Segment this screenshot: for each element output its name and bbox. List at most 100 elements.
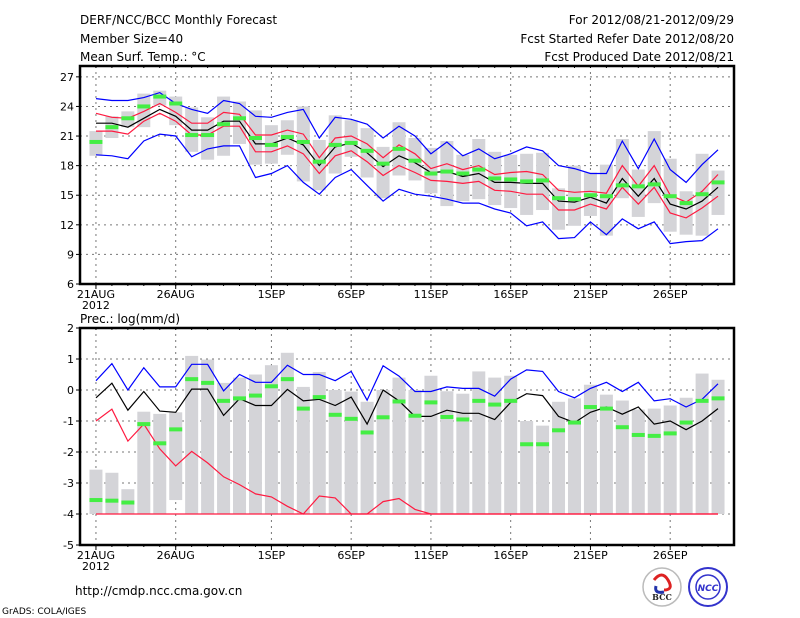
x-tick-label: 21AUG xyxy=(77,288,115,301)
grads-credit: GrADS: COLA/IGES xyxy=(2,607,86,617)
green-marker xyxy=(217,122,231,127)
green-marker xyxy=(424,400,438,405)
website-url[interactable]: http://cmdp.ncc.cma.gov.cn xyxy=(75,584,242,598)
green-marker xyxy=(599,194,613,199)
series-line-mean xyxy=(96,108,719,210)
range-bar xyxy=(328,390,342,514)
x-tick-label: 26AUG xyxy=(157,549,195,562)
green-marker xyxy=(408,413,422,418)
range-bar xyxy=(615,400,629,514)
green-marker xyxy=(185,133,199,138)
x-tick-label: 21SEP xyxy=(573,288,608,301)
green-marker xyxy=(392,399,406,404)
green-marker xyxy=(248,393,262,398)
x-tick-label: 11SEP xyxy=(414,288,449,301)
y-tick-label: 21 xyxy=(60,130,74,143)
range-bar xyxy=(312,372,326,514)
range-bar xyxy=(456,154,470,202)
range-bar xyxy=(520,153,534,215)
range-bar xyxy=(679,191,693,235)
x-tick-label: 21SEP xyxy=(573,549,608,562)
range-bar xyxy=(201,359,215,514)
green-marker xyxy=(264,142,278,147)
range-bar xyxy=(440,391,454,514)
green-marker xyxy=(201,133,215,138)
green-marker xyxy=(408,158,422,163)
y-tick-label: 2 xyxy=(67,322,74,335)
x-tick-label: 16SEP xyxy=(493,549,528,562)
green-marker xyxy=(679,201,693,206)
green-marker xyxy=(536,178,550,183)
green-marker xyxy=(217,398,231,403)
green-marker xyxy=(631,432,645,437)
range-bar xyxy=(424,147,438,194)
chart-title: DERF/NCC/BCC Monthly Forecast xyxy=(80,13,277,27)
green-marker xyxy=(647,182,661,187)
x-tick-label: 6SEP xyxy=(337,549,365,562)
green-marker xyxy=(376,161,390,166)
range-bar xyxy=(567,398,581,514)
x-tick-label: 11SEP xyxy=(414,549,449,562)
green-marker xyxy=(440,169,454,174)
range-bar xyxy=(631,409,645,514)
green-marker xyxy=(233,116,247,121)
range-bar xyxy=(344,391,358,514)
green-marker xyxy=(663,194,677,199)
range-bar xyxy=(280,352,294,514)
green-marker xyxy=(472,167,486,172)
y-tick-label: 6 xyxy=(67,278,74,291)
x-tick-label: 1SEP xyxy=(258,288,286,301)
green-marker xyxy=(185,377,199,382)
variable-label: Mean Surf. Temp.: °C xyxy=(80,50,206,64)
member-size: Member Size=40 xyxy=(80,32,183,46)
green-marker xyxy=(663,431,677,436)
series-line-max xyxy=(95,362,719,408)
range-bar xyxy=(552,188,566,230)
x-tick-label: 26AUG xyxy=(157,288,195,301)
green-marker xyxy=(520,442,534,447)
green-marker xyxy=(344,416,358,421)
green-marker xyxy=(472,398,486,403)
range-bar xyxy=(488,377,502,514)
y-tick-label: 9 xyxy=(67,248,74,261)
green-marker xyxy=(695,398,709,403)
x-tick-label: 26SEP xyxy=(653,288,688,301)
y-tick-label: 15 xyxy=(60,189,74,202)
range-bar xyxy=(695,373,709,514)
range-bar xyxy=(536,425,550,514)
green-marker xyxy=(631,184,645,189)
precip-panel-title: Prec.: log(mm/d) xyxy=(80,312,180,326)
x-tick-label: 16SEP xyxy=(493,288,528,301)
green-marker xyxy=(695,192,709,197)
green-marker xyxy=(201,380,215,385)
green-marker xyxy=(248,136,262,141)
y-tick-label: 0 xyxy=(67,384,74,397)
range-bar xyxy=(344,120,358,157)
range-bar xyxy=(296,386,310,514)
green-marker xyxy=(137,104,151,109)
green-marker xyxy=(105,125,119,130)
range-bar xyxy=(233,377,247,514)
green-marker xyxy=(105,498,119,503)
green-marker xyxy=(456,171,470,176)
green-marker xyxy=(424,171,438,176)
green-marker xyxy=(296,139,310,144)
green-marker xyxy=(344,140,358,145)
svg-text:NCC: NCC xyxy=(698,584,719,594)
y-tick-label: -4 xyxy=(63,508,74,521)
x-tick-year: 2012 xyxy=(82,560,110,573)
range-bar xyxy=(711,170,725,215)
y-tick-label: 18 xyxy=(60,160,74,173)
y-tick-label: 12 xyxy=(60,219,74,232)
green-marker xyxy=(488,176,502,181)
green-marker xyxy=(312,159,326,164)
range-bar xyxy=(711,379,725,514)
range-bar xyxy=(631,169,645,217)
green-marker xyxy=(233,396,247,401)
range-bar xyxy=(137,411,151,514)
range-bar xyxy=(153,413,167,514)
range-bar xyxy=(248,374,262,514)
range-bar xyxy=(408,390,422,514)
green-marker xyxy=(360,430,374,435)
